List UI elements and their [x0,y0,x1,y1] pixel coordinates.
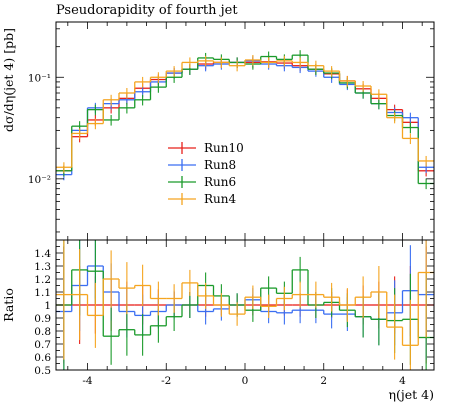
ratio-y-tick-label: 0.7 [34,339,51,351]
ratio-y-tick-label: 0.8 [34,326,51,338]
x-tick-label: -4 [82,375,93,387]
ratio-y-ticks: 0.50.60.70.80.911.11.21.31.4 [34,239,434,377]
ratio-y-tick-label: 0.6 [34,352,51,364]
ratio-x-ticks: -4 -2 0 2 4 [67,240,423,387]
ratio-y-tick-label: 0.9 [34,313,51,325]
ratio-y-tick-label: 1.2 [34,274,51,286]
ratio-y-tick-label: 1.3 [34,261,51,273]
main-y-tick-label: 10⁻² [28,174,51,186]
legend: Run10 Run8 Run6 Run4 [168,141,244,206]
main-series-run10 [56,56,434,177]
main-series-run6 [56,50,434,190]
main-y-label: dσ/dη(jet 4) [pb] [1,28,16,132]
main-series-run4 [56,54,434,173]
ratio-y-tick-label: 1.1 [34,287,51,299]
legend-entry-run10: Run10 [168,141,244,155]
x-tick-label: -2 [161,375,171,387]
main-y-ticks: 10⁻² 10⁻¹ [28,22,434,240]
main-frame [55,21,435,241]
main-panel: 10⁻² 10⁻¹ dσ/dη(jet 4) [pb] [1,21,435,241]
ratio-panel: 0.50.60.70.80.911.11.21.31.4 -4 -2 0 2 4 Rat… [1,239,435,402]
legend-entry-run8: Run8 [168,158,236,172]
ratio-series-run4 [56,240,434,370]
ratio-y-tick-label: 1 [44,300,51,312]
legend-label-run10: Run10 [204,141,244,155]
x-tick-label: 4 [399,375,406,387]
main-y-tick-label: 10⁻¹ [28,72,51,84]
legend-label-run4: Run4 [204,192,236,206]
chart-title: Pseudorapidity of fourth jet [56,3,238,18]
ratio-series-group [56,240,434,370]
x-tick-label: 0 [242,375,249,387]
legend-label-run6: Run6 [204,175,236,189]
legend-entry-run6: Run6 [168,175,236,189]
legend-label-run8: Run8 [204,158,236,172]
main-series-group [56,50,434,190]
main-series-run8 [56,55,434,181]
x-axis-label: η(jet 4) [389,387,434,402]
legend-entry-run4: Run4 [168,192,236,206]
x-tick-label: 2 [320,375,327,387]
ratio-y-label: Ratio [1,288,16,322]
ratio-frame [55,239,435,371]
ratio-y-tick-label: 0.5 [34,365,51,377]
ratio-y-tick-label: 1.4 [34,248,51,260]
